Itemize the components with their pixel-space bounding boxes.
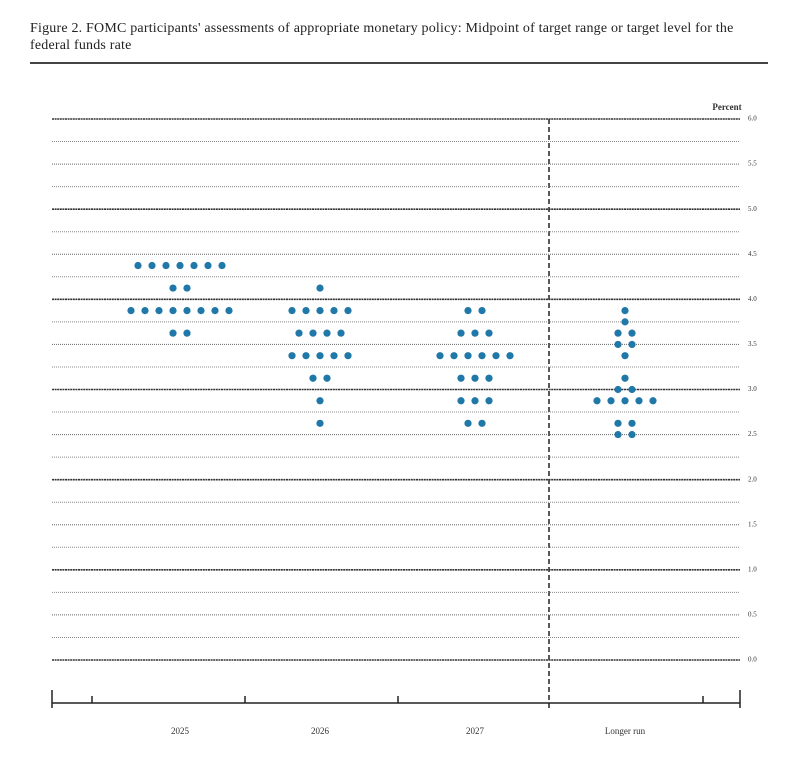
dot <box>649 397 657 405</box>
dot <box>323 374 331 382</box>
dot <box>478 352 486 360</box>
y-tick-label: 3.0 <box>748 385 757 393</box>
dot <box>169 284 177 292</box>
dot <box>464 419 472 427</box>
dot <box>471 374 479 382</box>
dot <box>478 307 486 315</box>
dot <box>628 419 636 427</box>
dot <box>464 307 472 315</box>
dot <box>344 352 352 360</box>
dot <box>309 374 317 382</box>
y-axis-label: Percent <box>712 102 741 112</box>
dot <box>169 307 177 315</box>
dot <box>323 329 331 337</box>
dot <box>316 397 324 405</box>
dot <box>183 329 191 337</box>
dot <box>492 352 500 360</box>
dot <box>471 329 479 337</box>
dot <box>607 397 615 405</box>
dot <box>316 352 324 360</box>
dot <box>330 307 338 315</box>
y-tick-label: 0.0 <box>748 656 757 664</box>
dot <box>330 352 338 360</box>
dot <box>316 419 324 427</box>
dot <box>485 329 493 337</box>
dot <box>485 374 493 382</box>
x-tick-label: Longer run <box>605 726 646 736</box>
dot <box>593 397 601 405</box>
dot <box>211 307 219 315</box>
dot <box>628 329 636 337</box>
dot <box>478 419 486 427</box>
dot <box>204 261 212 270</box>
dot <box>127 307 135 315</box>
dot <box>316 307 324 315</box>
dot <box>485 397 493 405</box>
dot <box>183 284 191 292</box>
y-tick-label: 0.5 <box>748 611 757 619</box>
dot <box>155 307 163 315</box>
dot <box>464 352 472 360</box>
dot <box>614 340 622 349</box>
dot <box>309 329 317 337</box>
dot <box>288 307 296 315</box>
dot <box>162 261 170 270</box>
dot <box>614 385 622 394</box>
dot <box>225 307 233 315</box>
y-tick-label: 1.5 <box>748 520 757 528</box>
dot <box>621 318 629 326</box>
dot <box>302 307 310 315</box>
x-axis-ticks <box>51 690 741 708</box>
x-tick-label: 2026 <box>311 726 330 736</box>
dot <box>450 352 458 360</box>
dot <box>621 307 629 315</box>
dot <box>183 307 191 315</box>
y-tick-label: 4.0 <box>748 295 757 303</box>
dot <box>471 397 479 405</box>
dot <box>621 352 629 360</box>
y-tick-label: 1.0 <box>748 565 757 573</box>
dot <box>197 307 205 315</box>
chart-title: Figure 2. FOMC participants' assessments… <box>30 21 734 53</box>
dot <box>295 329 303 337</box>
dot <box>614 430 622 439</box>
dot <box>506 352 514 360</box>
y-tick-label: 5.5 <box>748 160 757 168</box>
dot <box>621 374 629 382</box>
x-tick-label: 2025 <box>171 726 190 736</box>
dot <box>141 307 149 315</box>
dot <box>457 374 465 382</box>
y-tick-label: 2.0 <box>748 475 757 483</box>
dot <box>218 261 226 270</box>
dot <box>288 352 296 360</box>
y-tick-label: 6.0 <box>748 115 757 123</box>
dot <box>436 352 444 360</box>
dot <box>457 329 465 337</box>
dot <box>134 261 142 270</box>
dot <box>176 261 184 270</box>
y-tick-label: 3.5 <box>748 340 757 348</box>
dot <box>621 397 629 405</box>
dot <box>635 397 643 405</box>
dot <box>169 329 177 337</box>
y-tick-label: 4.5 <box>748 250 757 258</box>
x-tick-label: 2027 <box>466 726 485 736</box>
dot <box>628 385 636 394</box>
dot <box>316 284 324 292</box>
dot <box>190 261 198 270</box>
dot <box>457 397 465 405</box>
title-rule <box>30 62 768 64</box>
dot <box>337 329 345 337</box>
dot <box>148 261 156 270</box>
dot <box>614 329 622 337</box>
y-tick-label: 2.5 <box>748 430 757 438</box>
y-tick-label: 5.0 <box>748 205 757 213</box>
dot <box>302 352 310 360</box>
dot <box>344 307 352 315</box>
dot <box>614 419 622 427</box>
dot <box>628 340 636 349</box>
dot <box>628 430 636 439</box>
